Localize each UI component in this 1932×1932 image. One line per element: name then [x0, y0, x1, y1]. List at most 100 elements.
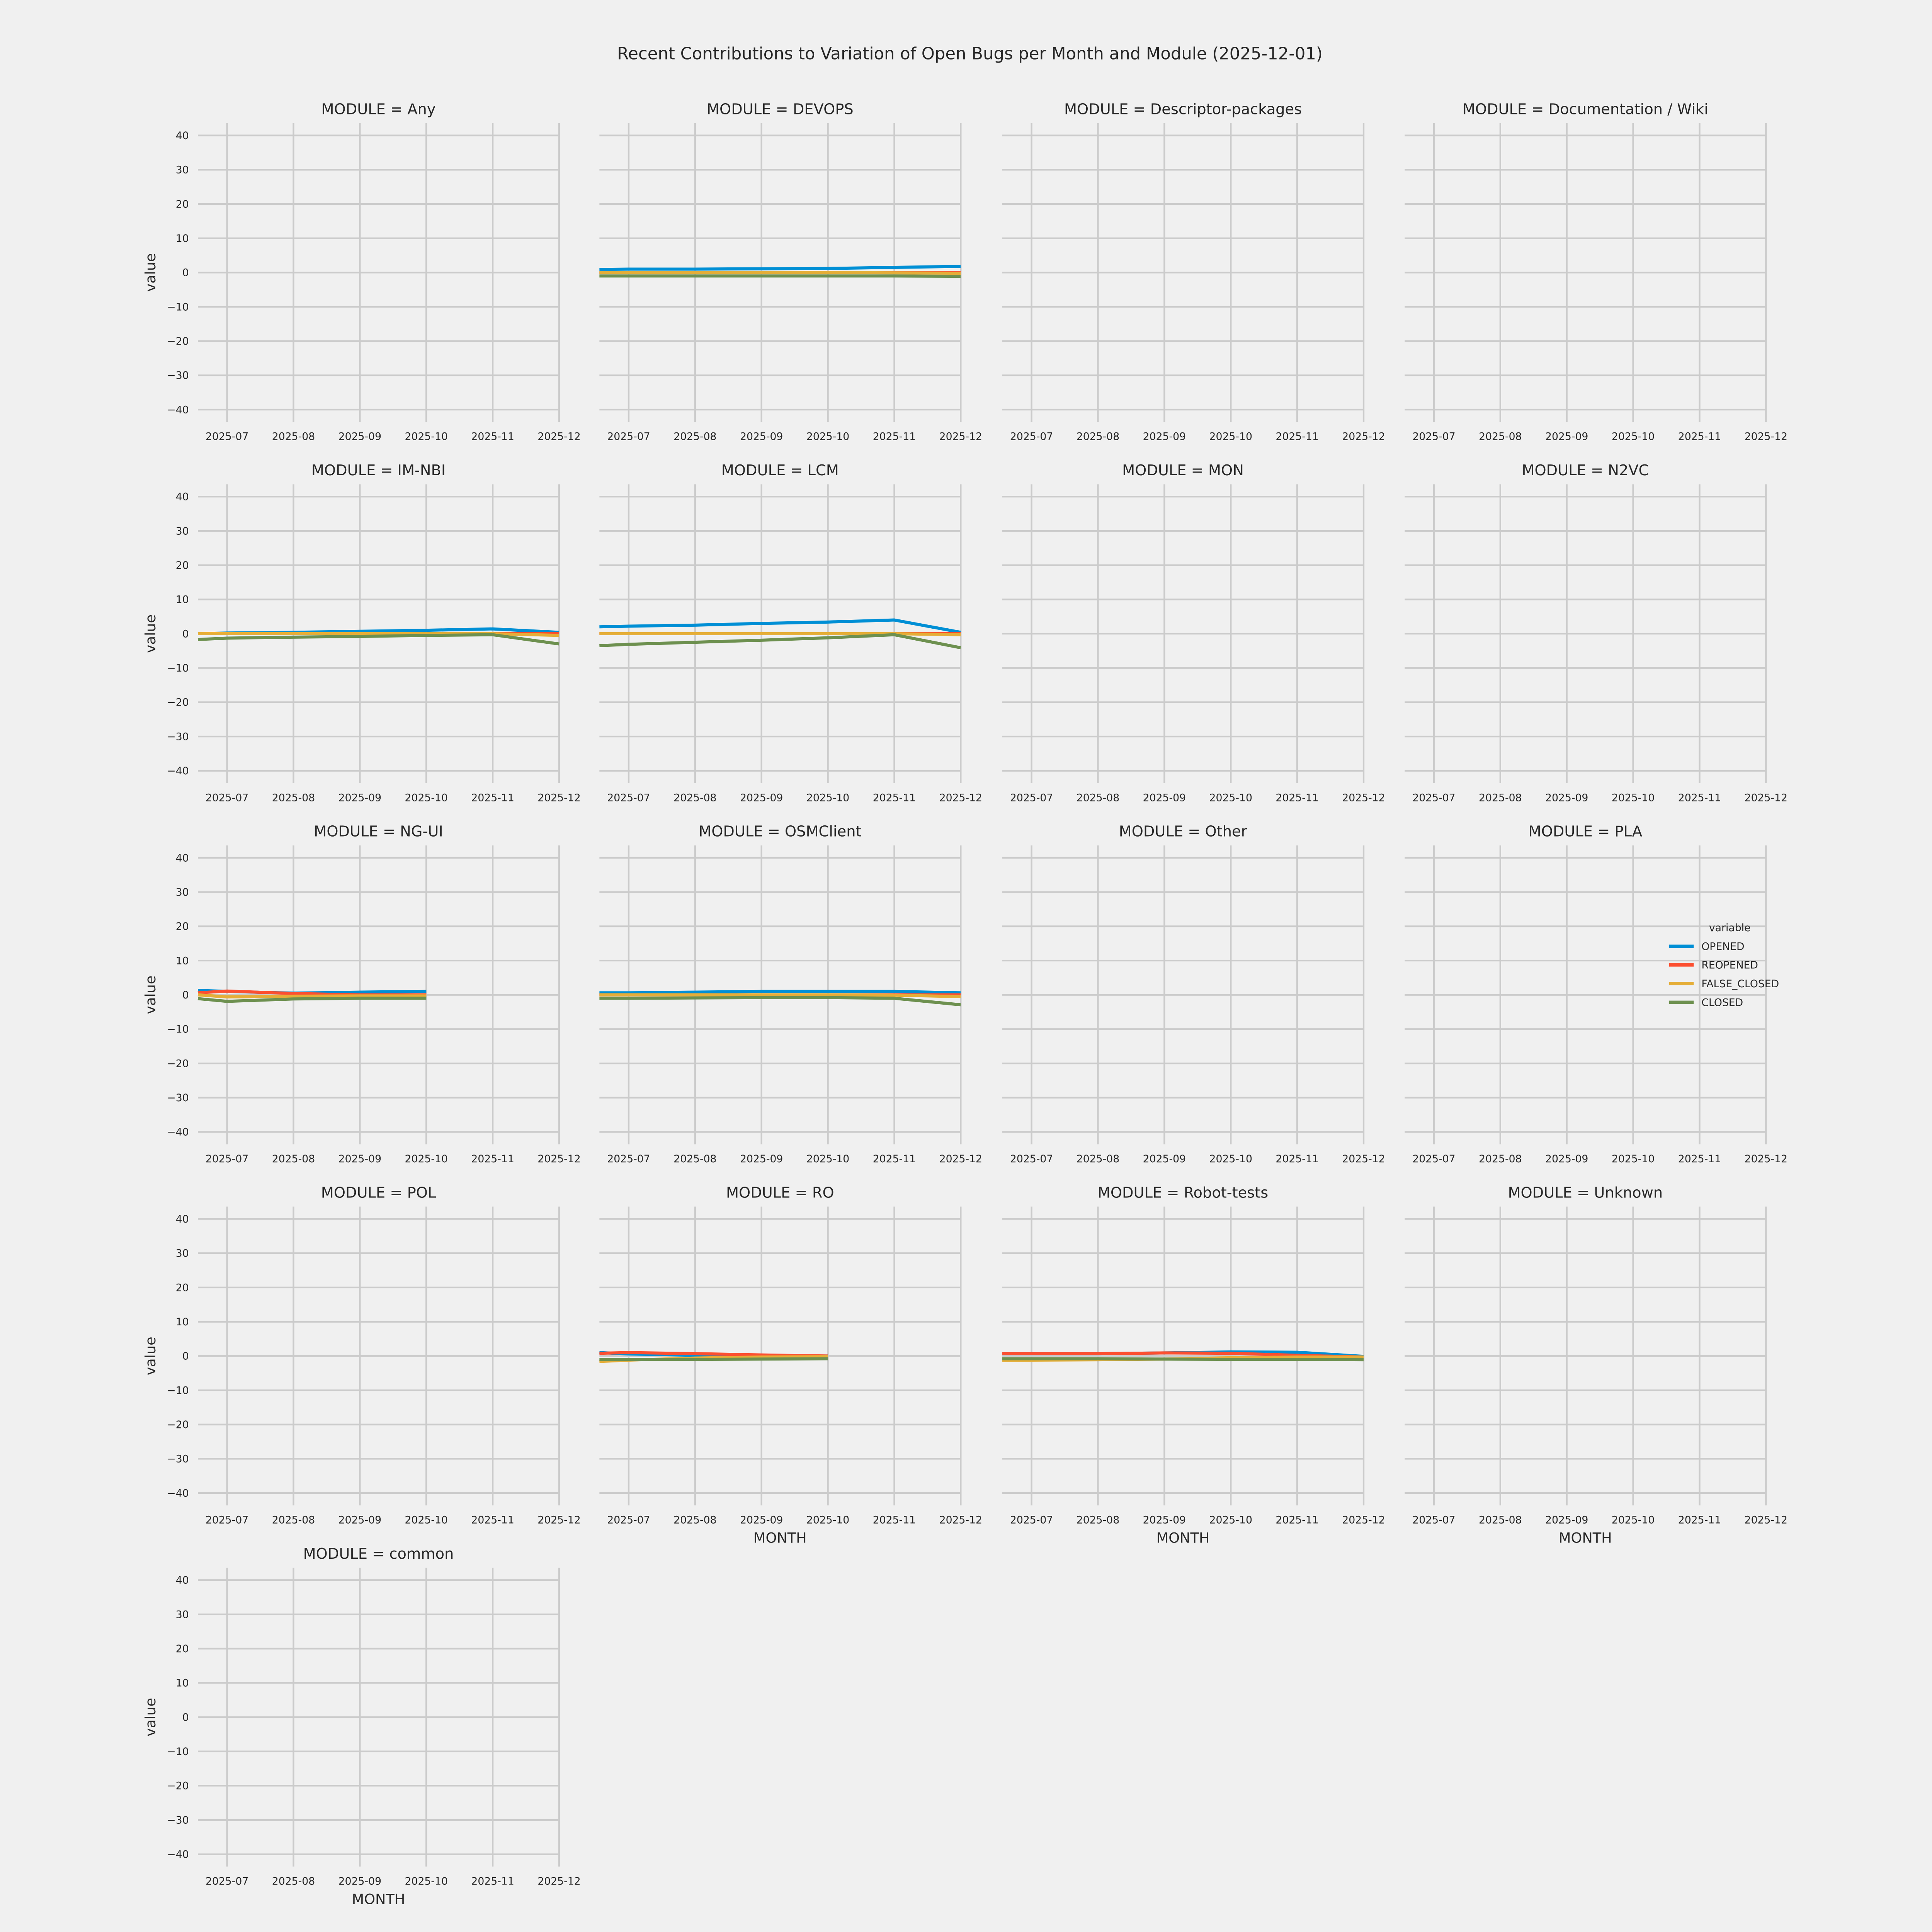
x-axis-label: MONTH: [753, 1530, 807, 1546]
x-tick-label: 2025-12: [1342, 431, 1385, 443]
x-tick-label: 2025-10: [1612, 1514, 1655, 1526]
x-tick-label: 2025-12: [537, 431, 580, 443]
x-tick-label: 2025-11: [1678, 431, 1721, 443]
x-tick-label: 2025-10: [806, 792, 849, 804]
y-tick-label: −10: [167, 1746, 189, 1758]
x-tick-label: 2025-11: [873, 1514, 916, 1526]
x-tick-label: 2025-10: [405, 1153, 448, 1165]
y-tick-label: 30: [176, 525, 189, 537]
x-tick-label: 2025-08: [272, 431, 315, 443]
x-tick-label: 2025-08: [272, 792, 315, 804]
facet-module-mon: MODULE = MON 2025-07 2025-08 2025-09 2025-10…: [1002, 462, 1385, 804]
facet-title: MODULE = NG-UI: [314, 823, 443, 840]
facet-title: MODULE = OSMClient: [699, 823, 861, 840]
x-tick-label: 2025-07: [206, 1153, 248, 1165]
gridlines: [197, 123, 560, 422]
x-tick-label: 2025-10: [806, 1514, 849, 1526]
facet-title: MODULE = DEVOPS: [707, 100, 854, 118]
series-line-reopened: [1002, 1351, 1364, 1359]
x-tick-label: 2025-10: [405, 431, 448, 443]
x-tick-label: 2025-09: [740, 1514, 783, 1526]
x-tick-label: 2025-07: [206, 431, 248, 443]
x-tick-label: 2025-07: [206, 792, 248, 804]
x-tick-label: 2025-10: [1612, 792, 1655, 804]
x-tick-label: 2025-08: [1479, 1153, 1522, 1165]
x-tick-label: 2025-07: [607, 1514, 650, 1526]
y-tick-label: −20: [167, 1780, 189, 1792]
y-tick-label: −30: [167, 370, 189, 382]
x-tick-label: 2025-10: [1612, 431, 1655, 443]
facet-title: MODULE = Robot-tests: [1098, 1184, 1268, 1201]
series-line-false-closed: [599, 271, 961, 275]
x-tick-label: 2025-09: [338, 792, 381, 804]
facet-title: MODULE = Descriptor-packages: [1064, 100, 1302, 118]
x-tick-label: 2025-09: [338, 1514, 381, 1526]
y-axis-label: value: [142, 253, 159, 292]
x-tick-label: 2025-09: [1143, 1514, 1186, 1526]
facet-module-ro: MODULE = RO 2025-07 2025-08 2025-09 2025-10 2…: [599, 1184, 982, 1546]
y-tick-label: −10: [167, 301, 189, 313]
x-tick-label: 2025-11: [1678, 1153, 1721, 1165]
y-tick-label: 30: [176, 886, 189, 898]
legend: variable OPENED REOPENED FALSE_CLOSED CLOSED: [1669, 922, 1779, 1009]
x-axis-label: MONTH: [1559, 1530, 1612, 1546]
x-tick-label: 2025-09: [1545, 1514, 1588, 1526]
y-tick-label: 30: [176, 1248, 189, 1260]
x-tick-label: 2025-11: [471, 1514, 514, 1526]
x-tick-label: 2025-08: [272, 1153, 315, 1165]
x-tick-label: 2025-10: [806, 431, 849, 443]
y-tick-label: −10: [167, 1024, 189, 1036]
x-tick-label: 2025-11: [1678, 792, 1721, 804]
x-tick-label: 2025-12: [1745, 1514, 1787, 1526]
x-tick-label: 2025-11: [471, 1153, 514, 1165]
gridlines: [197, 845, 560, 1145]
facet-module-osmclient: MODULE = OSMClient 2025-07 2025-08 2025-09 2…: [599, 823, 982, 1165]
y-tick-label: −20: [167, 1058, 189, 1070]
x-tick-label: 2025-11: [1276, 792, 1318, 804]
x-tick-label: 2025-12: [1745, 1153, 1787, 1165]
facet-title: MODULE = LCM: [721, 462, 839, 479]
y-tick-label: 20: [176, 1282, 189, 1294]
series-line-opened: [599, 618, 961, 634]
y-tick-label: 30: [176, 164, 189, 176]
y-tick-label: 0: [182, 267, 189, 279]
x-axis-label: MONTH: [352, 1891, 405, 1907]
x-tick-label: 2025-12: [939, 1153, 982, 1165]
x-tick-label: 2025-10: [405, 1514, 448, 1526]
legend-label-closed: CLOSED: [1701, 997, 1743, 1009]
y-tick-label: −20: [167, 1419, 189, 1431]
x-tick-label: 2025-09: [338, 1153, 381, 1165]
y-tick-label: 30: [176, 1609, 189, 1621]
facet-title: MODULE = Documentation / Wiki: [1463, 100, 1708, 118]
facet-module-devops: MODULE = DEVOPS 2025-07 2025-08 2025-09 2025…: [599, 100, 982, 443]
gridlines: [1002, 845, 1365, 1145]
x-tick-label: 2025-10: [1209, 792, 1252, 804]
x-tick-label: 2025-08: [1479, 431, 1522, 443]
y-tick-label: 40: [176, 491, 189, 503]
y-axis-label: value: [142, 1698, 159, 1736]
y-tick-label: −40: [167, 404, 189, 416]
x-tick-label: 2025-10: [405, 792, 448, 804]
facet-module-lcm: MODULE = LCM 2025-07 2025-08 2025-09 2025-10…: [599, 462, 982, 804]
y-tick-label: 20: [176, 921, 189, 933]
x-tick-label: 2025-08: [272, 1875, 315, 1887]
series-line-false-closed: [599, 993, 961, 998]
x-tick-label: 2025-09: [338, 1875, 381, 1887]
x-tick-label: 2025-08: [1077, 792, 1119, 804]
y-tick-label: −40: [167, 1126, 189, 1138]
facet-module-documentation-wiki: MODULE = Documentation / Wiki 2025-07 2025…: [1405, 100, 1787, 443]
y-tick-label: 0: [182, 628, 189, 640]
y-tick-label: −10: [167, 1384, 189, 1396]
x-tick-label: 2025-12: [537, 1875, 580, 1887]
x-tick-label: 2025-11: [1678, 1514, 1721, 1526]
y-tick-label: 40: [176, 1213, 189, 1225]
facet-title: MODULE = IM-NBI: [311, 462, 446, 479]
series-line-opened: [599, 265, 961, 271]
facet-module-common: MODULE = common 2025-07 2025-08 2025-09 2025…: [142, 1545, 581, 1907]
y-tick-label: 40: [176, 852, 189, 864]
facets: MODULE = Any 2025-07 2025-08 2025-09 2025-10…: [142, 100, 1787, 1907]
chart-title: Recent Contributions to Variation of Ope…: [617, 44, 1323, 63]
x-tick-label: 2025-07: [1412, 431, 1455, 443]
x-tick-label: 2025-09: [740, 792, 783, 804]
y-tick-label: 40: [176, 130, 189, 142]
